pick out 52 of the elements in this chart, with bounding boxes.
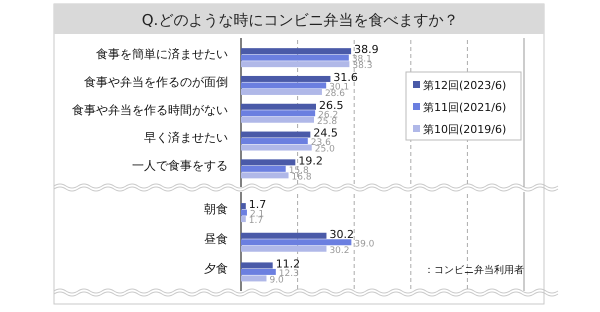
data-label: 1.7 bbox=[248, 198, 266, 212]
data-label: 26.5 bbox=[318, 98, 344, 112]
data-label: 30.2 bbox=[329, 246, 350, 256]
bar bbox=[241, 210, 247, 216]
data-label: 38.3 bbox=[352, 61, 372, 72]
bar bbox=[241, 138, 308, 144]
bar bbox=[241, 104, 316, 110]
legend-label: 第11回(2021/6) bbox=[423, 101, 506, 114]
bar bbox=[241, 132, 310, 138]
y-tick-label: 早く済ませたい bbox=[144, 130, 228, 145]
bar bbox=[241, 144, 312, 151]
bar bbox=[241, 216, 246, 222]
y-tick-label: 食事を簡単に済ませたい bbox=[96, 47, 228, 62]
data-label: 11.2 bbox=[276, 257, 300, 270]
data-label: 30.2 bbox=[329, 228, 354, 241]
bar bbox=[241, 262, 273, 268]
bar bbox=[241, 159, 296, 166]
bar bbox=[241, 76, 330, 82]
data-label: 39.0 bbox=[354, 239, 375, 250]
bar bbox=[241, 232, 326, 239]
bar bbox=[241, 54, 349, 61]
data-label: 38.9 bbox=[354, 43, 379, 56]
data-label: 1.7 bbox=[248, 216, 264, 226]
data-label: 31.6 bbox=[333, 70, 358, 84]
annotation: ：コンビニ弁当利用者 bbox=[424, 264, 524, 276]
bar bbox=[241, 88, 322, 95]
bar bbox=[241, 203, 246, 210]
y-tick-label: 一人で食事をする bbox=[132, 158, 228, 172]
data-label: 28.6 bbox=[324, 88, 346, 99]
bar bbox=[241, 275, 266, 282]
data-label: 19.2 bbox=[298, 154, 323, 168]
bar bbox=[241, 239, 352, 246]
data-label: 24.5 bbox=[313, 126, 338, 140]
bar bbox=[241, 82, 326, 88]
chart-title: Q.どのような時にコンビニ弁当を食べますか？ bbox=[142, 11, 458, 29]
data-label: 9.0 bbox=[269, 275, 284, 286]
bar bbox=[241, 116, 314, 123]
y-tick-label: 食事や弁当を作る時間がない bbox=[72, 102, 228, 117]
bar bbox=[241, 61, 350, 68]
bar bbox=[241, 268, 276, 275]
legend-label: 第12回(2023/6) bbox=[423, 79, 506, 92]
data-label: 25.0 bbox=[314, 144, 336, 155]
y-tick-label: 夕食 bbox=[204, 261, 228, 276]
y-tick-label: 昼食 bbox=[204, 232, 228, 246]
bar bbox=[241, 246, 326, 252]
y-tick-label: 朝食 bbox=[204, 202, 228, 216]
bar bbox=[241, 48, 352, 54]
legend-label: 第10回(2019/6) bbox=[423, 123, 506, 136]
bar bbox=[241, 110, 316, 116]
y-tick-label: 食事や弁当を作るのが面倒 bbox=[84, 74, 228, 89]
bar bbox=[241, 172, 289, 178]
bar bbox=[241, 166, 286, 172]
